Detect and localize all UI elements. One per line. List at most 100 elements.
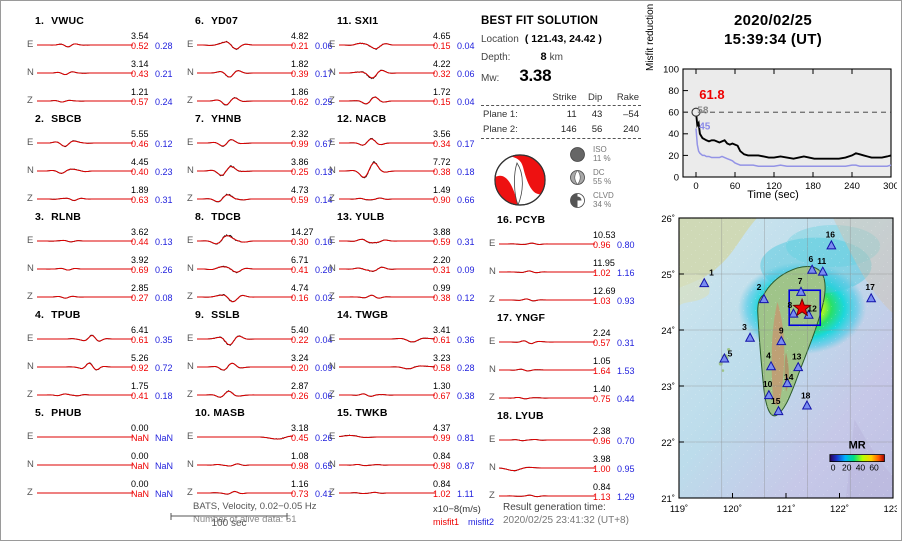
waveform-trace — [197, 139, 293, 147]
peak-amplitude-value: 7.72 — [433, 157, 451, 167]
misfit2-value: 0.04 — [315, 335, 333, 345]
station-block: 12. NACB E 3.56 0.34 0.17 N 7.72 0.38 0.18 Z 1.49 0… — [321, 113, 479, 213]
misfit1-value: 0.46 — [131, 139, 149, 149]
map-station-marker[interactable] — [776, 335, 787, 346]
map-station-marker[interactable] — [699, 277, 710, 288]
mechanism-name: DC — [593, 167, 605, 177]
misfit1-value: NaN — [131, 433, 150, 443]
component-label: E — [489, 238, 496, 249]
component-trace-row: N 3.92 0.69 0.26 — [19, 255, 177, 283]
misfit1-value: 0.27 — [131, 293, 149, 303]
map-x-tick: 123˚ — [883, 504, 897, 515]
station-number: 13. — [337, 211, 353, 223]
map-station-marker[interactable] — [719, 352, 730, 363]
station-title: 18. LYUB — [497, 410, 639, 422]
map-station-label: 13 — [792, 351, 802, 361]
station-code: SSLB — [211, 309, 240, 321]
component-label: Z — [489, 294, 495, 305]
map-station-marker[interactable] — [826, 239, 837, 250]
station-code: SBCB — [51, 113, 82, 125]
misfit2-value: 0.65 — [315, 461, 333, 471]
misfit2-value: 0.67 — [315, 139, 333, 149]
station-title: 7. YHNB — [195, 113, 337, 125]
component-trace-row: E 3.54 0.52 0.28 — [19, 31, 177, 59]
component-trace-row: N 3.23 0.58 0.28 — [321, 353, 479, 381]
waveform-trace — [339, 337, 435, 343]
station-title: 4. TPUB — [35, 309, 177, 321]
map-station-marker[interactable] — [788, 308, 799, 318]
misfit2-value: 1.29 — [617, 492, 635, 502]
map-station-marker[interactable] — [763, 389, 775, 400]
misfit2-value: NaN — [155, 433, 174, 443]
peak-amplitude-value: 3.14 — [131, 59, 149, 69]
map-station-marker[interactable] — [782, 377, 793, 388]
misfit1-value: 1.13 — [593, 492, 611, 502]
station-title: 2. SBCB — [35, 113, 177, 125]
station-title: 12. NACB — [337, 113, 479, 125]
mechanism-decomposition-list: ISO 11 % DC 55 % CLVD 34 % — [569, 143, 614, 212]
component-label: Z — [329, 291, 335, 302]
component-trace-row: N 1.82 0.39 0.17 — [179, 59, 337, 87]
table-row: Plane 1: 11 43 –54 — [481, 107, 641, 122]
component-trace-row: N 4.45 0.40 0.23 — [19, 157, 177, 185]
component-label: Z — [187, 95, 193, 106]
peak-amplitude-value: 2.24 — [593, 328, 611, 338]
component-label: N — [187, 67, 194, 78]
map-station-marker[interactable] — [806, 264, 818, 274]
component-label: E — [489, 434, 496, 445]
component-label: E — [27, 137, 34, 148]
misfit2-value: 0.04 — [457, 41, 475, 51]
misfit1-value: 0.16 — [291, 293, 309, 303]
map-x-tick: 122˚ — [830, 504, 849, 515]
component-label: Z — [187, 291, 193, 302]
component-label: Z — [27, 95, 33, 106]
component-label: E — [27, 39, 34, 50]
mechanism-component: DC 55 % — [569, 166, 614, 189]
component-trace-row: Z 0.00 NaN NaN — [19, 479, 177, 507]
misfit2-value: 1.16 — [617, 268, 635, 278]
time-scale-bar — [170, 513, 288, 520]
map-station-marker[interactable] — [795, 286, 807, 296]
map-station-marker[interactable] — [801, 399, 813, 410]
misfit2-value: 0.06 — [315, 391, 333, 401]
nodal-plane-table: Strike Dip Rake Plane 1: 11 43 –54 Plane 2: 1… — [481, 92, 641, 137]
misfit2-value: 0.13 — [155, 237, 173, 247]
component-trace-row: Z 0.84 1.02 1.11 — [321, 479, 479, 507]
generation-time-value: 2020/02/25 23:41:32 (UT+8) — [503, 515, 629, 526]
misfit1-value: 0.30 — [291, 237, 309, 247]
map-station-marker[interactable] — [773, 405, 784, 416]
map-station-label: 6 — [808, 254, 813, 264]
misfit1-value: 0.41 — [291, 265, 309, 275]
waveform-trace — [37, 43, 133, 48]
station-title: 17. YNGF — [497, 312, 639, 324]
station-title: 8. TDCB — [195, 211, 337, 223]
station-number: 5. — [35, 407, 45, 419]
map-station-marker[interactable] — [758, 293, 770, 304]
waveform-trace — [499, 494, 595, 498]
plane-strike-cell: 11 — [566, 109, 577, 120]
map-station-marker[interactable] — [817, 266, 828, 276]
colorbar-tick: 60 — [869, 463, 879, 473]
station-number: 9. — [195, 309, 205, 321]
peak-amplitude-value: 1.72 — [433, 87, 451, 97]
waveform-trace — [197, 335, 293, 346]
map-station-marker[interactable] — [744, 332, 756, 342]
annotation-61.8: 61.8 — [699, 87, 724, 102]
alive-data-note: Number of alive data: 51 — [193, 514, 297, 525]
map-station-marker[interactable] — [765, 360, 777, 371]
peak-amplitude-value: 1.08 — [291, 451, 309, 461]
component-trace-row: Z 4.73 0.59 0.14 — [179, 185, 337, 213]
map-station-marker[interactable] — [793, 361, 804, 372]
station-code: NACB — [355, 113, 387, 125]
misfit2-value: 0.20 — [315, 265, 333, 275]
misfit1-value: 0.44 — [131, 237, 149, 247]
y-tick-label: 80 — [668, 86, 679, 97]
peak-amplitude-value: 1.16 — [291, 479, 309, 489]
component-label: E — [329, 333, 336, 344]
map-station-label: 17 — [865, 282, 875, 292]
waveform-trace — [37, 168, 133, 175]
waveform-trace — [499, 340, 595, 345]
waveform-trace — [339, 137, 435, 146]
map-station-marker[interactable] — [866, 292, 877, 303]
misfit1-value: 0.96 — [593, 436, 611, 446]
